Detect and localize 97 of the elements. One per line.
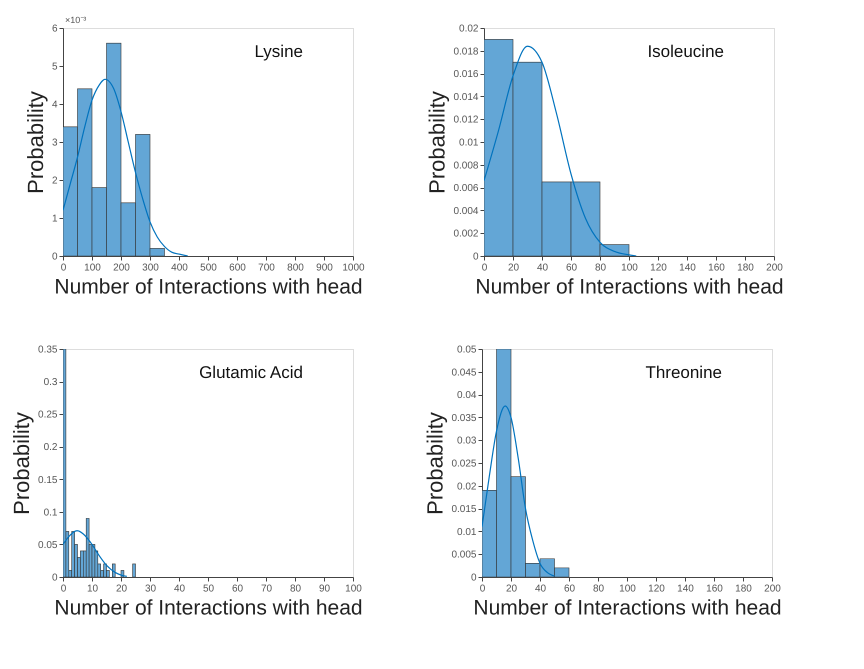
y-tick-label: 3	[52, 138, 58, 148]
x-tick-label: 600	[229, 262, 246, 274]
x-tick-label: 160	[708, 262, 726, 274]
text: Threonine	[645, 363, 722, 382]
line-series	[484, 46, 637, 256]
x-tick-label: 900	[316, 262, 334, 274]
y-tick-label: 0.15	[38, 474, 58, 486]
y-tick-label: 0.01	[457, 526, 477, 538]
text: Isoleucine	[647, 42, 724, 61]
x-tick-label: 700	[258, 262, 276, 274]
x-tick-label: 180	[735, 584, 752, 594]
y-tick-label: 0.3	[44, 377, 58, 388]
y-tick-label: 0.02	[459, 24, 479, 34]
y-tick-label: 0.02	[457, 481, 477, 492]
x-tick-label: 200	[766, 262, 784, 274]
y-tick-label: 0.015	[451, 504, 477, 516]
y-tick-label: 0.008	[453, 160, 479, 172]
y-tick-label: 0	[52, 572, 58, 584]
x-tick-label: 60	[566, 262, 578, 274]
y-axis-title: Probability	[422, 412, 448, 515]
x-tick-label: 500	[200, 262, 218, 274]
y-axis-title: Probability	[9, 412, 34, 515]
x-tick-label: 160	[706, 584, 724, 594]
y-tick-label: 6	[52, 24, 58, 34]
y-tick-label: 0.002	[453, 228, 479, 240]
y-tick-label: 0.016	[453, 69, 479, 80]
x-tick-label: 120	[650, 262, 668, 274]
x-tick-label: 100	[621, 262, 638, 274]
y-axis-title: Probability	[22, 91, 48, 194]
y-tick-label: 0.03	[457, 436, 477, 447]
y-tick-label: 0.035	[451, 412, 477, 424]
x-tick-label: 80	[290, 584, 302, 594]
y-tick-label: 0.05	[457, 344, 477, 356]
x-tick-label: 40	[174, 584, 186, 594]
x-tick-label: 0	[60, 262, 67, 274]
x-tick-label: 200	[764, 584, 782, 594]
x-tick-label: 60	[564, 584, 576, 594]
text: ×10⁻³	[65, 15, 86, 25]
x-tick-label: 0	[60, 584, 67, 594]
y-tick-label: 0.045	[451, 367, 477, 378]
y-tick-label: 0.025	[451, 458, 477, 470]
x-tick-label: 100	[345, 584, 362, 594]
x-tick-label: 300	[142, 262, 160, 274]
y-tick-label: 0	[52, 252, 58, 262]
x-tick-label: 140	[679, 262, 696, 274]
x-tick-label: 40	[536, 262, 548, 274]
text: Glutamic Acid	[199, 363, 303, 382]
x-tick-label: 80	[594, 262, 606, 274]
x-tick-label: 90	[318, 584, 330, 594]
y-tick-label: 0.005	[451, 550, 477, 561]
y-tick-label: 0.25	[38, 410, 58, 421]
x-tick-label: 140	[677, 584, 694, 594]
line-series	[63, 78, 188, 256]
y-tick-label: 1	[52, 214, 58, 224]
x-tick-label: 20	[506, 584, 518, 594]
y-tick-label: 0	[470, 572, 477, 584]
y-tick-label: 0.018	[453, 46, 479, 58]
y-tick-label: 0.01	[459, 138, 479, 148]
y-tick-label: 0.35	[38, 344, 58, 356]
x-tick-label: 1000	[342, 262, 366, 274]
y-tick-label: 5	[52, 62, 58, 72]
x-axis-title: Number of Interactions with head	[54, 596, 363, 620]
x-tick-label: 0	[480, 584, 486, 594]
y-tick-label: 0.2	[44, 442, 58, 454]
x-tick-label: 80	[592, 584, 604, 594]
y-tick-label: 2	[52, 176, 58, 186]
y-axis-title: Probability	[424, 91, 450, 194]
x-axis-title: Number of Interactions with head	[475, 276, 784, 298]
x-tick-label: 800	[287, 262, 304, 274]
x-tick-label: 20	[508, 262, 520, 274]
y-tick-label: 0.05	[38, 540, 58, 551]
x-tick-label: 0	[482, 262, 488, 274]
y-tick-label: 0.1	[44, 507, 58, 518]
x-tick-label: 200	[113, 262, 130, 274]
x-tick-label: 60	[232, 584, 244, 594]
y-tick-label: 0.004	[453, 206, 479, 217]
x-tick-label: 400	[171, 262, 188, 274]
y-tick-label: 0.006	[453, 183, 479, 194]
line-series	[63, 530, 128, 577]
y-tick-label: 0.04	[457, 390, 477, 402]
y-tick-label: 0	[472, 252, 479, 262]
x-tick-label: 180	[737, 262, 754, 274]
x-tick-label: 100	[619, 584, 636, 594]
x-tick-label: 100	[84, 262, 102, 274]
x-axis-title: Number of Interactions with head	[54, 276, 363, 298]
x-tick-label: 20	[116, 584, 128, 594]
y-tick-label: 0.014	[453, 92, 479, 103]
text: Lysine	[254, 42, 303, 61]
x-tick-label: 70	[260, 584, 272, 594]
y-tick-label: 0.012	[453, 114, 479, 126]
y-tick-label: 4	[52, 100, 58, 110]
x-tick-label: 40	[534, 584, 546, 594]
x-tick-label: 30	[144, 584, 156, 594]
x-axis-title: Number of Interactions with head	[473, 596, 782, 620]
x-tick-label: 50	[202, 584, 214, 594]
x-tick-label: 120	[648, 584, 666, 594]
x-tick-label: 10	[86, 584, 98, 594]
